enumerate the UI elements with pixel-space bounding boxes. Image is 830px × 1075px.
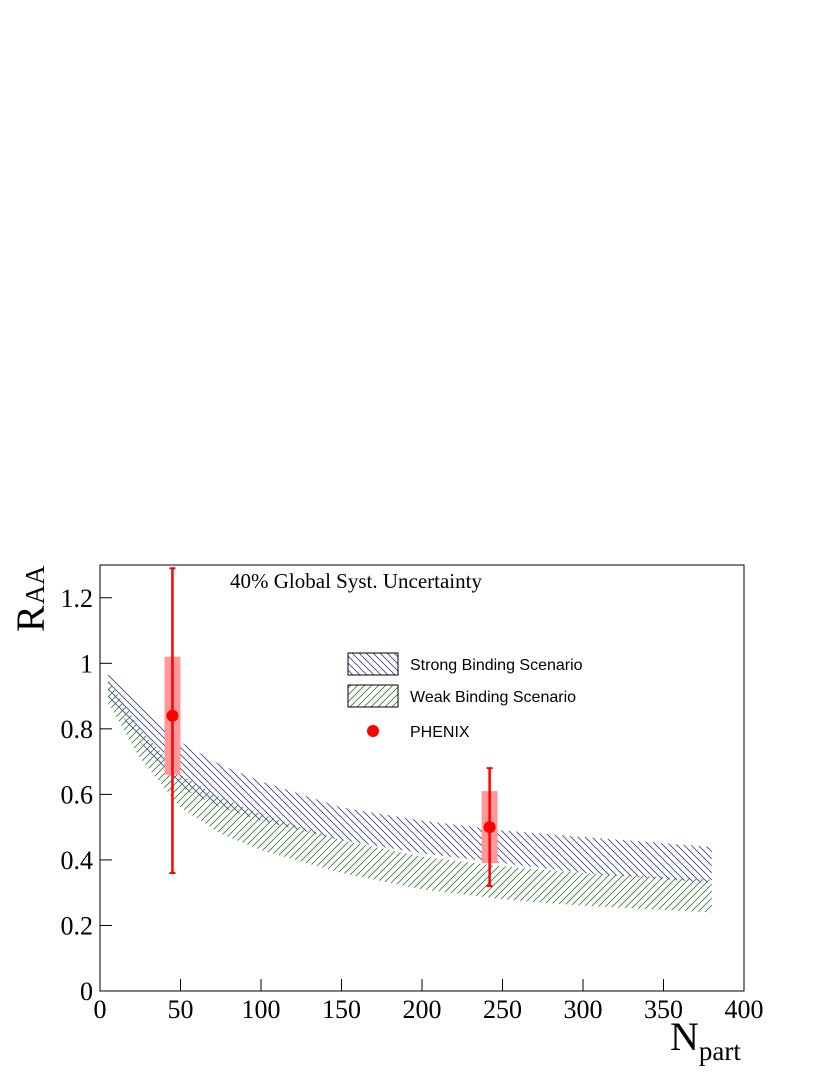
y-tick-label: 0.8	[61, 715, 94, 744]
x-tick-label: 350	[644, 995, 683, 1024]
x-tick-label: 200	[403, 995, 442, 1024]
y-tick-label: 0.4	[61, 846, 94, 875]
x-tick-label: 150	[322, 995, 361, 1024]
x-tick-label: 100	[242, 995, 281, 1024]
legend-label: PHENIX	[410, 724, 470, 741]
y-axis-label: RAA	[8, 565, 53, 632]
y-tick-label: 0	[80, 977, 93, 1006]
y-tick-label: 1	[80, 649, 93, 678]
x-label-sub: part	[699, 1036, 741, 1066]
y-tick-label: 0.6	[61, 780, 94, 809]
x-tick-label: 300	[564, 995, 603, 1024]
legend-swatch	[347, 652, 399, 676]
y-label-main: R	[8, 605, 53, 632]
legend-label: Strong Binding Scenario	[410, 657, 583, 674]
y-label-sub: AA	[20, 565, 50, 604]
point	[483, 821, 496, 834]
y-tick-label: 1.2	[61, 584, 94, 613]
point	[166, 709, 179, 722]
x-label-main: N	[670, 1014, 699, 1059]
legend-label: Weak Binding Scenario	[410, 689, 576, 706]
legend-swatch	[347, 684, 399, 708]
legend-marker	[367, 725, 379, 737]
annotation: 40% Global Syst. Uncertainty	[230, 569, 482, 593]
x-tick-label: 400	[725, 995, 764, 1024]
x-tick-label: 50	[168, 995, 194, 1024]
band	[108, 673, 712, 883]
x-axis-label: Npart	[670, 1014, 741, 1066]
band	[108, 679, 712, 913]
x-tick-label: 0	[94, 995, 107, 1024]
x-tick-label: 250	[483, 995, 522, 1024]
y-tick-label: 0.2	[61, 911, 94, 940]
